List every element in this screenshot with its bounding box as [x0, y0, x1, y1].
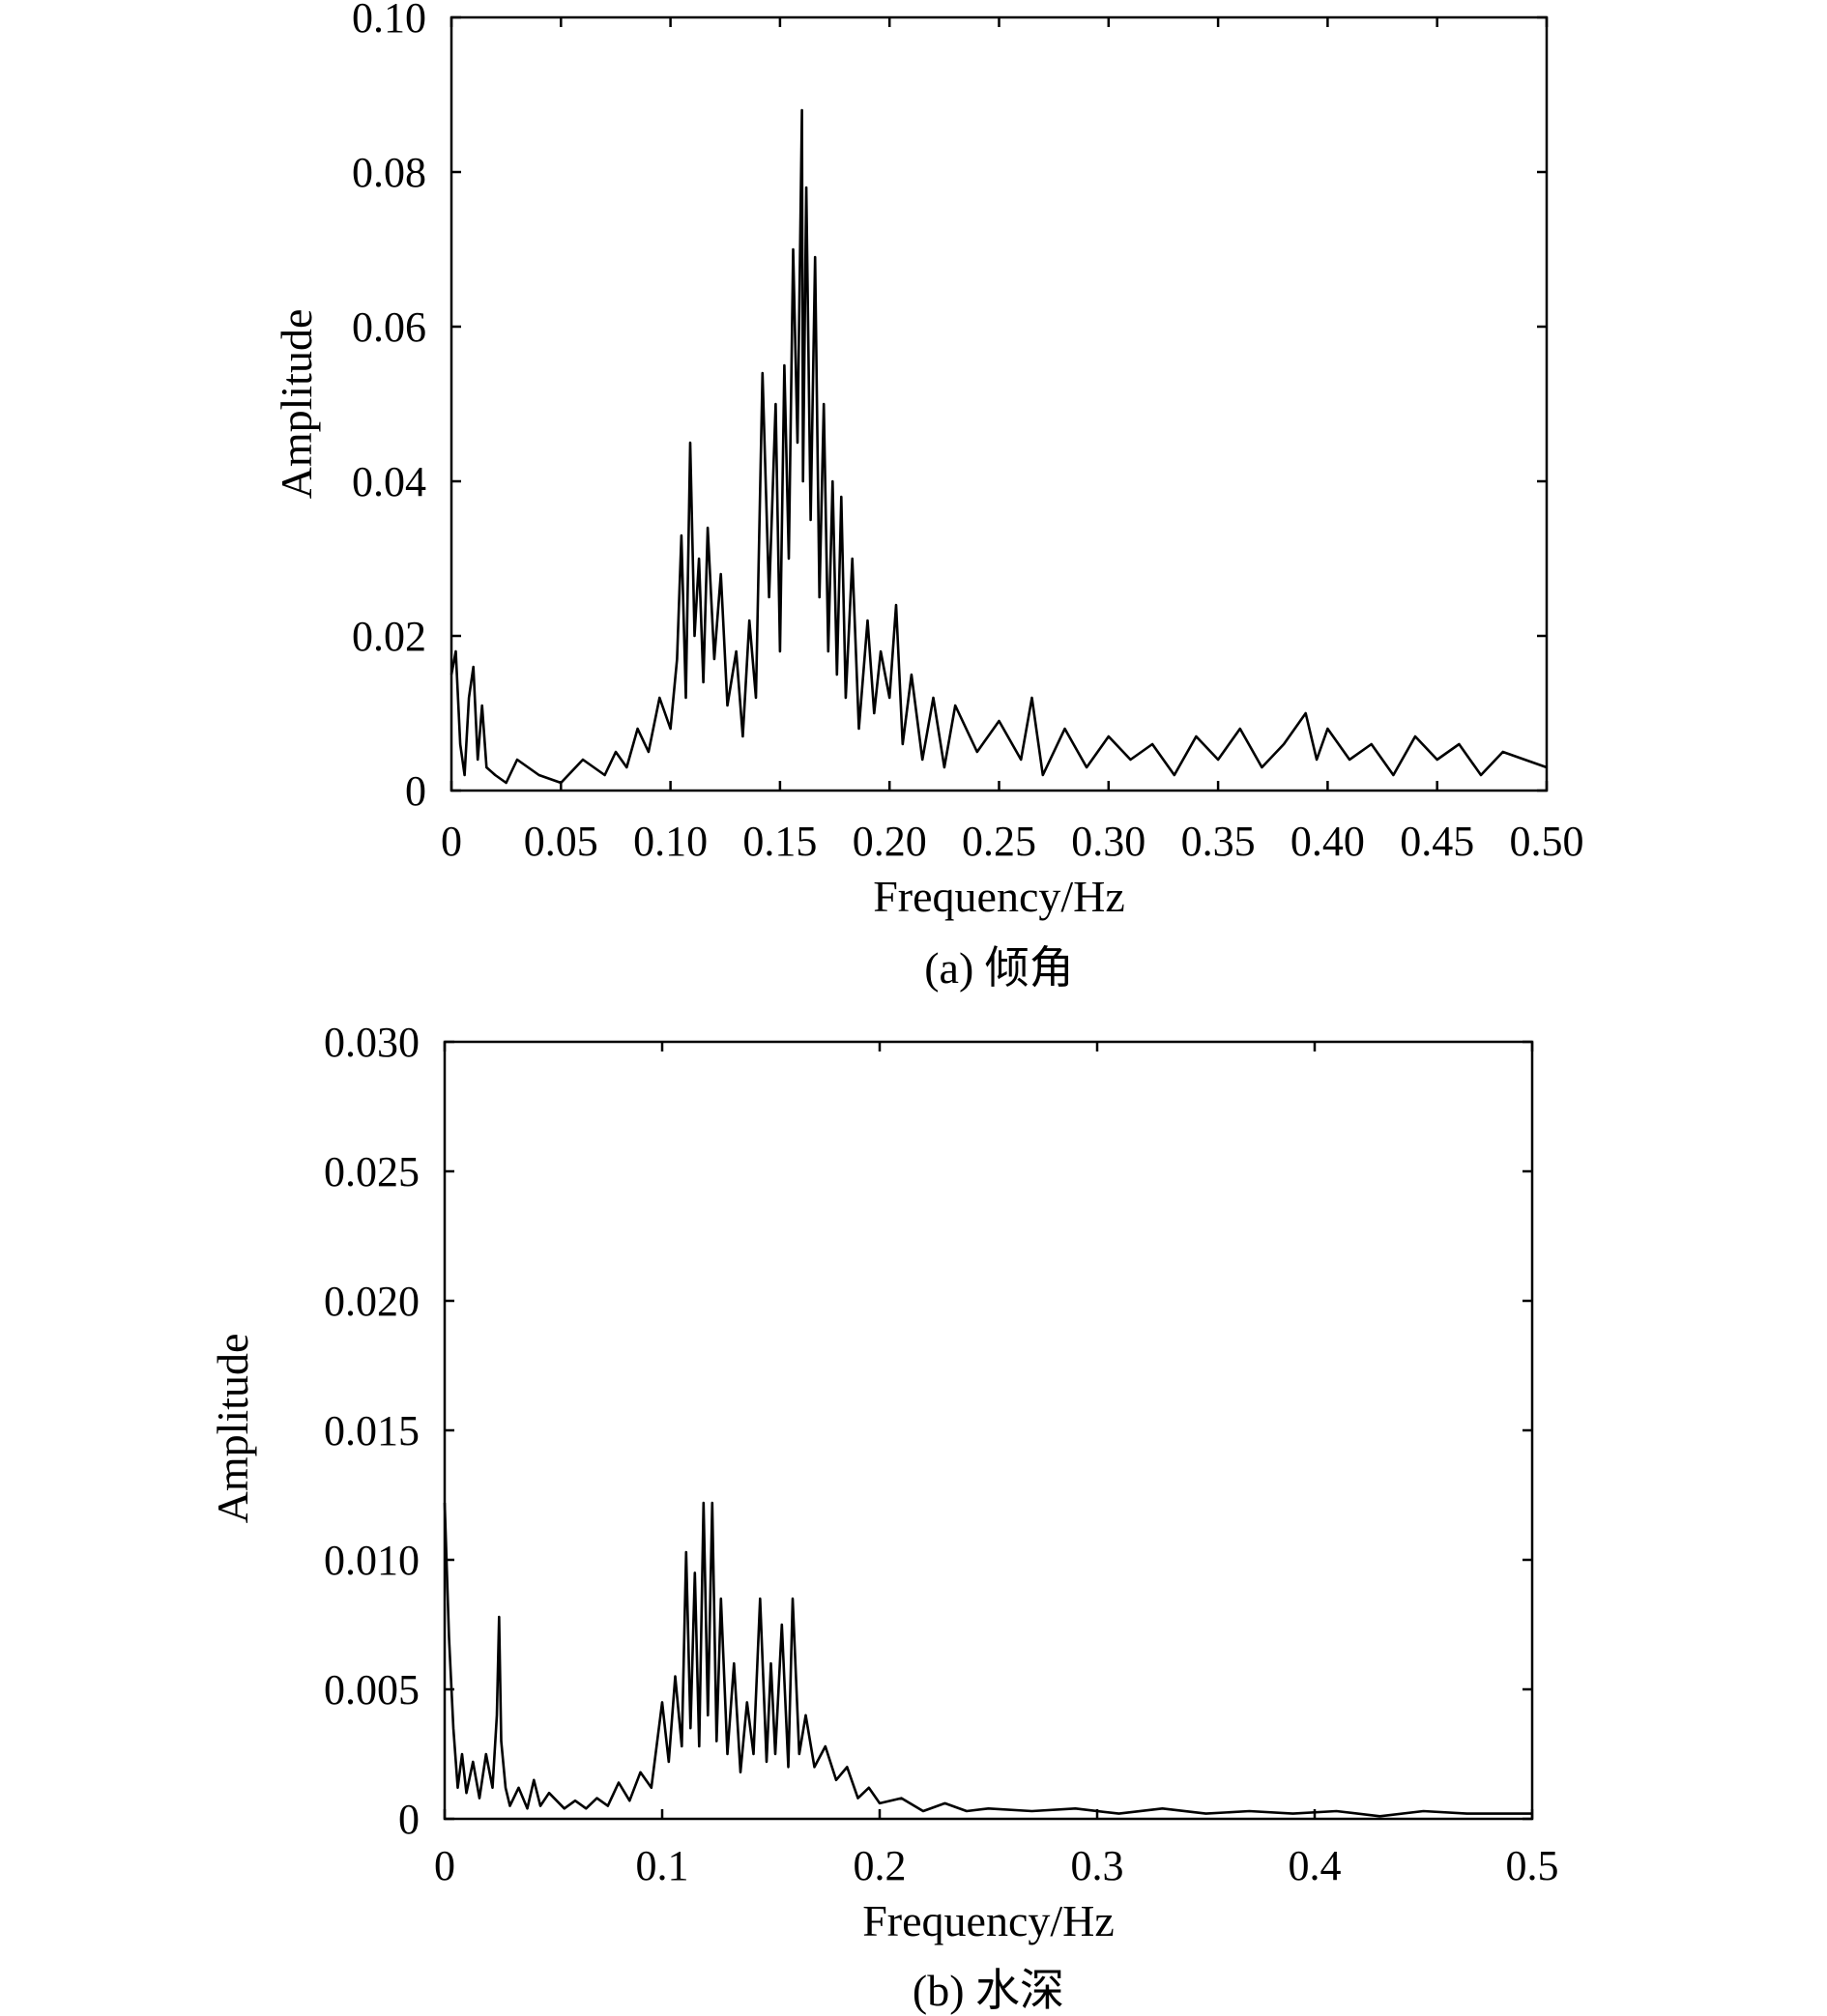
panel-b-plot-frame	[443, 1040, 1534, 1821]
panel-b-x-tick-label: 0.1	[636, 1842, 689, 1889]
panel-b-y-tick-label: 0	[398, 1796, 420, 1843]
panel-b-x-tick-label: 0.3	[1071, 1842, 1124, 1889]
panel-b-y-tick-label: 0.015	[324, 1407, 420, 1454]
panel-a-x-tick-label: 0.35	[1181, 818, 1256, 865]
panel-a-x-tick-label: 0.25	[962, 818, 1036, 865]
panel-b-y-tick-label: 0.030	[324, 1019, 420, 1066]
panel-a-series-line-0	[450, 108, 1548, 785]
panel-b-caption: (b) 水深	[913, 1966, 1064, 2015]
panel-a-y-tick-label: 0	[405, 767, 426, 815]
panel-b-y-axis-title: Amplitude	[208, 1334, 257, 1524]
panel-a-x-tick-label: 0.50	[1510, 818, 1584, 865]
panel-a-y-tick-label: 0.08	[352, 149, 426, 196]
panel-b-series-line-0	[443, 1501, 1532, 1818]
panel-a-caption: (a) 倾角	[924, 943, 1074, 993]
panel-b-y-tick-label: 0.025	[324, 1148, 420, 1195]
panel-a-y-tick-label: 0.02	[352, 613, 426, 660]
panel-b-x-tick-label: 0.4	[1289, 1842, 1342, 1889]
panel-a-y-tick-label: 0.04	[352, 458, 426, 505]
panel-a-y-tick-label: 0.10	[352, 0, 426, 42]
panel-a-plot-frame	[450, 15, 1549, 792]
panel-a-x-axis-title: Frequency/Hz	[873, 872, 1125, 921]
panel-a-x-tick-label: 0.10	[633, 818, 708, 865]
panel-a-x-tick-label: 0.20	[853, 818, 927, 865]
panel-b-x-tick-label: 0.2	[854, 1842, 907, 1889]
panel-a-x-tick-label: 0.45	[1400, 818, 1474, 865]
panel-b-x-axis-title: Frequency/Hz	[862, 1896, 1115, 1945]
panel-b-y-tick-label: 0.010	[324, 1537, 420, 1584]
panel-a-x-tick-label: 0.05	[524, 818, 598, 865]
panel-b-x-tick-label: 0	[434, 1842, 455, 1889]
panel-a-x-tick-label: 0.40	[1290, 818, 1365, 865]
panel-b-y-tick-label: 0.020	[324, 1278, 420, 1325]
panel-b-y-tick-label: 0.005	[324, 1666, 420, 1714]
panel-a-x-tick-label: 0.15	[742, 818, 817, 865]
panel-a-y-tick-label: 0.06	[352, 303, 426, 351]
panel-a-x-tick-label: 0	[441, 818, 462, 865]
panel-b-x-tick-label: 0.5	[1506, 1842, 1559, 1889]
panel-a-y-axis-title: Amplitude	[272, 309, 321, 500]
panel-a-x-tick-label: 0.30	[1071, 818, 1146, 865]
